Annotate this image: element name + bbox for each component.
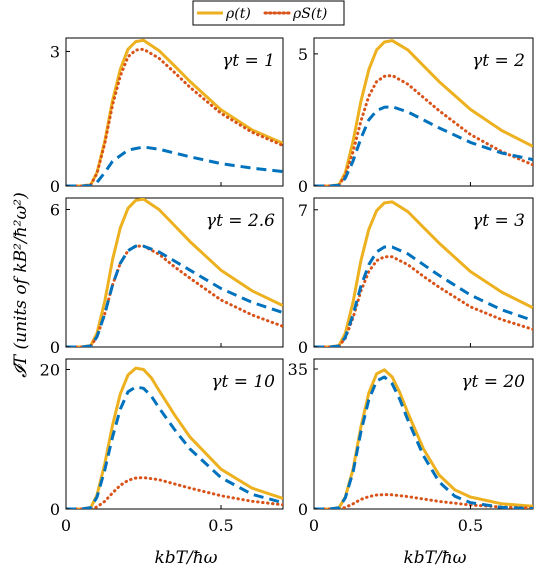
y-tick-label: 20	[40, 360, 60, 379]
series-line-rho-m	[66, 244, 283, 347]
series-line-rho	[66, 198, 283, 347]
series-line-rho-m	[314, 245, 533, 347]
series-line-rho	[314, 39, 533, 186]
panel-annotation: γt = 10	[211, 372, 275, 392]
x-axis-label-left: kbT/ħω	[154, 548, 217, 568]
series-line-rho-s	[314, 74, 533, 186]
legend-label-rho: ρ(t)	[225, 6, 251, 22]
panel-annotation: γt = 1	[222, 51, 275, 71]
series-line-rho-s	[66, 47, 283, 186]
axes-frame	[65, 37, 284, 187]
series-line-rho-m	[66, 145, 283, 186]
y-tick-label: 6	[50, 200, 60, 219]
series-line-rho-m	[314, 105, 533, 186]
panel-gt-2: 0 5 γt = 2	[298, 37, 534, 196]
panel-gt-20: 0 35 0 0.5 γt = 20	[288, 358, 534, 535]
x-axis-label-right: kbT/ħω	[403, 548, 466, 568]
series-line-rho-s	[66, 476, 283, 509]
y-tick-label: 0	[298, 338, 308, 357]
y-tick-label: 0	[50, 177, 60, 196]
series-line-rho-s	[314, 255, 533, 347]
panel-gt-2-6: 0 6 γt = 2.6	[50, 197, 284, 357]
y-tick-label: 7	[298, 201, 308, 220]
y-tick-label: 5	[298, 45, 308, 64]
y-tick-label: 0	[50, 500, 60, 519]
legend: ρ(t) ρS(t)	[192, 0, 345, 26]
series-line-rho-s	[66, 244, 283, 347]
y-tick-label: 0	[50, 338, 60, 357]
x-tick-label: 0.5	[208, 516, 233, 535]
panel-gt-1: 0 3 γt = 1	[50, 37, 284, 196]
panel-annotation: γt = 3	[472, 211, 525, 231]
x-tick-label: 0	[309, 516, 319, 535]
panel-gt-3: 0 7 γt = 3	[298, 197, 534, 357]
panel-annotation: γt = 2	[472, 51, 525, 71]
y-tick-label: 0	[298, 177, 308, 196]
axes-frame	[65, 197, 284, 348]
series-line-rho-m	[66, 385, 283, 509]
panel-annotation: γt = 20	[461, 372, 525, 392]
y-tick-label: 3	[50, 42, 60, 61]
x-tick-label: 0	[61, 516, 71, 535]
panel-gt-10: 0 20 0 0.5 γt = 10	[40, 358, 284, 535]
x-tick-label: 0.5	[458, 516, 483, 535]
legend-label-rho-s: ρS(t)	[292, 6, 327, 22]
axes-frame	[313, 358, 534, 510]
axes-frame	[313, 197, 534, 348]
series-line-rho-s	[314, 493, 533, 509]
y-tick-label: 35	[288, 360, 308, 379]
panel-annotation: γt = 2.6	[206, 211, 275, 231]
axes-frame	[313, 37, 534, 187]
y-axis-label: 𝓘T (units of kB²/ħ²ω²)	[11, 192, 31, 378]
axes-frame	[65, 358, 284, 510]
series-line-rho-m	[314, 375, 533, 509]
y-tick-label: 0	[298, 500, 308, 519]
